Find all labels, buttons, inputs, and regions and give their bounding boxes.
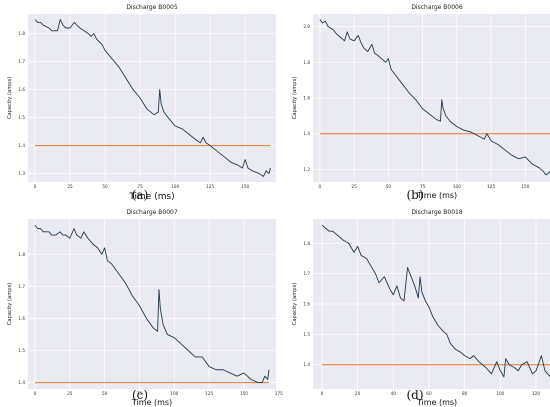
y-tick-label: 1.5 [303, 332, 310, 337]
x-tick-label: 100 [453, 184, 461, 189]
x-tick-label: 60 [426, 391, 432, 396]
chart-svg-a: Discharge B0005 0 25 50 75 100 125 150 1.3 1.4 1.5… [7, 4, 276, 202]
y-tick-label: 1.4 [18, 143, 25, 148]
x-tick-label: 120 [532, 391, 540, 396]
y-tick-label: 1.7 [18, 59, 25, 64]
chart-svg-b: Discharge B000602550751001251501751.21.4… [292, 4, 550, 200]
x-tick-label: 25 [351, 184, 357, 189]
chart-panel-c: Discharge B0007 0 25 50 75 100 125 150 175 1.4 1.5… [0, 205, 283, 407]
x-tick-label: 0 [34, 184, 37, 189]
x-tick-label: 50 [102, 184, 108, 189]
x-tick-label: 75 [137, 391, 143, 396]
grid-lines [28, 219, 280, 389]
x-tick-label: 75 [420, 184, 426, 189]
x-tick-label: 40 [391, 391, 397, 396]
caption-d: (d) [406, 388, 424, 402]
x-tick-label: 125 [206, 184, 214, 189]
x-tick-label: 0 [34, 391, 37, 396]
x-tick-label: 75 [137, 184, 143, 189]
y-tick-label: 1.4 [18, 380, 25, 385]
capacity-series-line [319, 19, 550, 176]
y-tick-label: 1.7 [18, 284, 25, 289]
x-tick-label: 25 [67, 391, 73, 396]
chart-title: Discharge B0006 [411, 4, 463, 11]
caption-c: (c) [131, 388, 149, 402]
x-tick-label: 0 [321, 391, 324, 396]
y-axis-label: Capacity (amps) [292, 283, 298, 326]
x-tick-label: 100 [496, 391, 504, 396]
y-tick-label: 1.6 [303, 302, 310, 307]
y-tick-label: 1.8 [303, 241, 310, 246]
y-tick-label: 1.6 [303, 96, 310, 101]
x-tick-label: 150 [521, 184, 529, 189]
x-tick-label: 150 [241, 184, 249, 189]
y-axis-label: Capacity (amps) [7, 283, 13, 326]
x-tick-label: 100 [171, 184, 179, 189]
chart-panel-a: Discharge B0005 0 25 50 75 100 125 150 1.3 1.4 1.5… [0, 0, 276, 202]
chart-svg-c: Discharge B0007 0 25 50 75 100 125 150 175 1.4 1.5… [7, 209, 283, 407]
x-axis-label: Time (ms) [131, 398, 172, 407]
y-tick-label: 1.6 [18, 316, 25, 321]
y-tick-label: 1.3 [18, 171, 25, 176]
x-tick-label: 50 [386, 184, 392, 189]
y-tick-label: 1.4 [303, 362, 310, 367]
y-tick-label: 1.5 [18, 348, 25, 353]
x-axis-label: Time (ms) [416, 398, 457, 407]
x-tick-label: 20 [355, 391, 361, 396]
y-tick-label: 1.7 [303, 271, 310, 276]
y-tick-label: 1.2 [303, 167, 310, 172]
y-tick-label: 2.0 [303, 24, 310, 29]
y-tick-label: 1.4 [303, 131, 310, 136]
y-tick-label: 1.5 [18, 115, 25, 120]
x-tick-label: 50 [102, 391, 108, 396]
plot-area [28, 219, 276, 389]
x-tick-label: 150 [240, 391, 248, 396]
grid-lines [313, 14, 550, 182]
x-tick-label: 125 [487, 184, 495, 189]
chart-title: Discharge B0005 [126, 4, 178, 11]
capacity-series-line [34, 225, 270, 384]
x-tick-label: 25 [67, 184, 73, 189]
x-tick-label: 175 [275, 391, 283, 396]
y-tick-label: 1.8 [303, 60, 310, 65]
chart-svg-d: Discharge B0018 0 20 40 60 80 100 120 1.4 1.5 1.6 1… [292, 209, 550, 407]
chart-panel-d: Discharge B0018 0 20 40 60 80 100 120 1.4 1.5 1.6 1… [285, 205, 550, 407]
y-tick-label: 1.8 [18, 31, 25, 36]
capacity-series-line [321, 224, 550, 378]
x-axis-label: Time (ms) [416, 191, 457, 200]
chart-title: Discharge B0018 [411, 209, 463, 216]
x-tick-label: 80 [462, 391, 468, 396]
chart-title: Discharge B0007 [126, 209, 178, 216]
x-tick-label: 0 [319, 184, 322, 189]
caption-a: (a) [131, 188, 149, 202]
chart-panel-b: Discharge B000602550751001251501751.21.4… [285, 0, 550, 200]
x-tick-label: 100 [170, 391, 178, 396]
x-axis-label: Time (ms) [128, 192, 174, 202]
y-axis-label: Capacity (amps) [7, 77, 13, 120]
x-tick-label: 125 [205, 391, 213, 396]
capacity-series-line [34, 19, 271, 177]
caption-b: (b) [406, 188, 424, 202]
y-tick-label: 1.8 [18, 252, 25, 257]
plot-area [28, 14, 276, 182]
y-tick-label: 1.6 [18, 87, 25, 92]
y-axis-label: Capacity (amps) [292, 77, 298, 120]
